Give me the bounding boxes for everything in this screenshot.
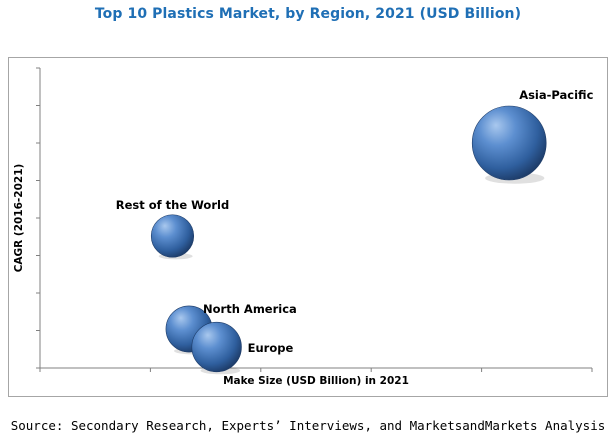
chart-title: Top 10 Plastics Market, by Region, 2021 … [94, 6, 522, 22]
bubble-europe [191, 321, 242, 373]
x-axis-title: Make Size (USD Billion) in 2021 [223, 375, 409, 387]
bubble-label-north-america: North America [203, 302, 297, 316]
bubble-label-asia-pacific: Asia-Pacific [519, 88, 593, 102]
bubble-rest-of-the-world [150, 214, 195, 258]
bubble-label-rest-of-the-world: Rest of the World [116, 198, 229, 212]
y-axis-title: CAGR (2016-2021) [13, 164, 25, 273]
source-note: Source: Secondary Research, Experts’ Int… [10, 418, 606, 433]
bubble-label-europe: Europe [248, 341, 294, 355]
bubble-asia-pacific [471, 105, 547, 181]
